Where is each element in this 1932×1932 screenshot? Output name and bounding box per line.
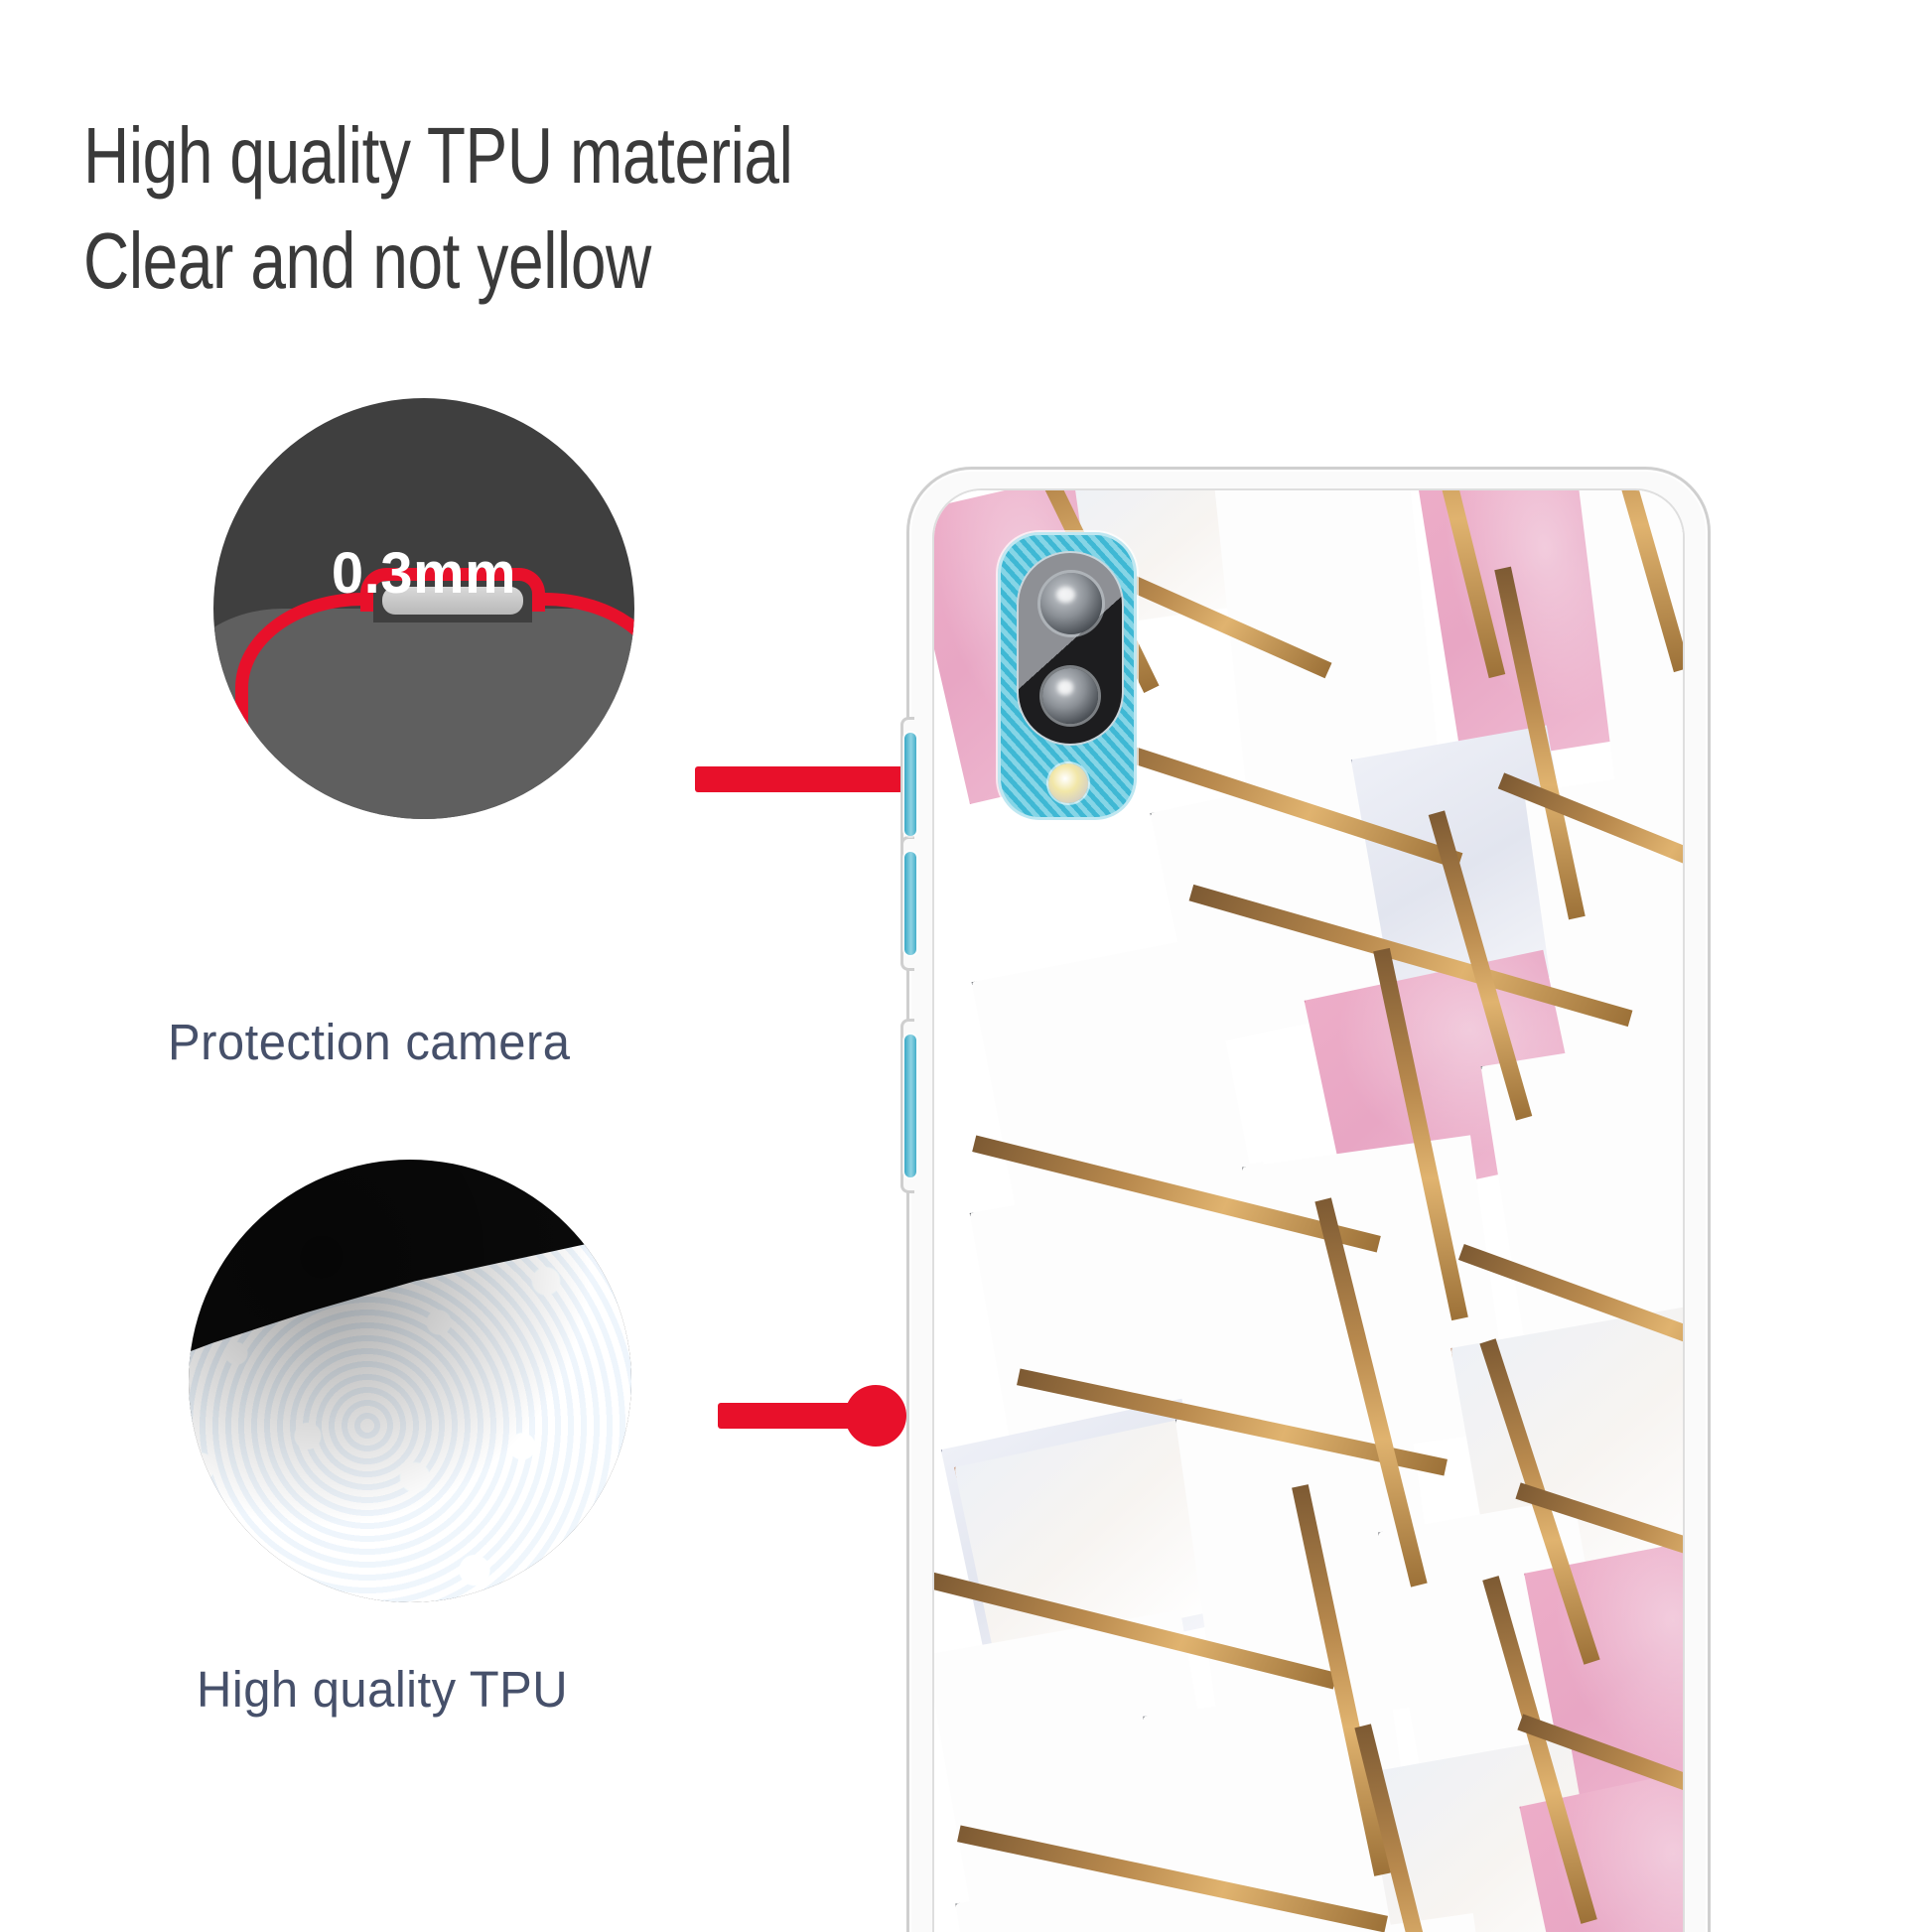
callout-label-protection-camera: Protection camera (168, 1014, 571, 1070)
lens-glint (1056, 586, 1075, 603)
camera-lens-housing (1017, 551, 1124, 746)
headline-line-1: High quality TPU material (83, 111, 793, 200)
dimension-badge: 0.3mm (331, 541, 517, 606)
page-title: High quality TPU material Clear and not … (83, 103, 1175, 313)
camera-lens-primary (1040, 573, 1102, 634)
camera-flash-led (1048, 763, 1088, 803)
volume-up-button-cover[interactable] (904, 733, 916, 836)
camera-lens-secondary (1042, 668, 1098, 724)
callout-label-high-quality-tpu: High quality TPU (197, 1661, 569, 1718)
power-button-cover[interactable] (904, 1035, 916, 1177)
camera-protection-diagram: 0.3mm (213, 398, 634, 819)
phone-case-product-photo (900, 467, 1711, 1932)
camera-module-plate (998, 532, 1137, 820)
lens-glint (1056, 680, 1074, 695)
volume-down-button-cover[interactable] (904, 852, 916, 955)
case-lip-outline (235, 593, 634, 819)
tpu-leader-dot (845, 1385, 906, 1447)
case-back-panel (932, 488, 1685, 1932)
camera-bar-shape (382, 587, 523, 615)
headline-line-2: Clear and not yellow (83, 215, 651, 305)
tpu-material-photo (189, 1160, 631, 1602)
tpu-pellet-pile (189, 1219, 631, 1602)
